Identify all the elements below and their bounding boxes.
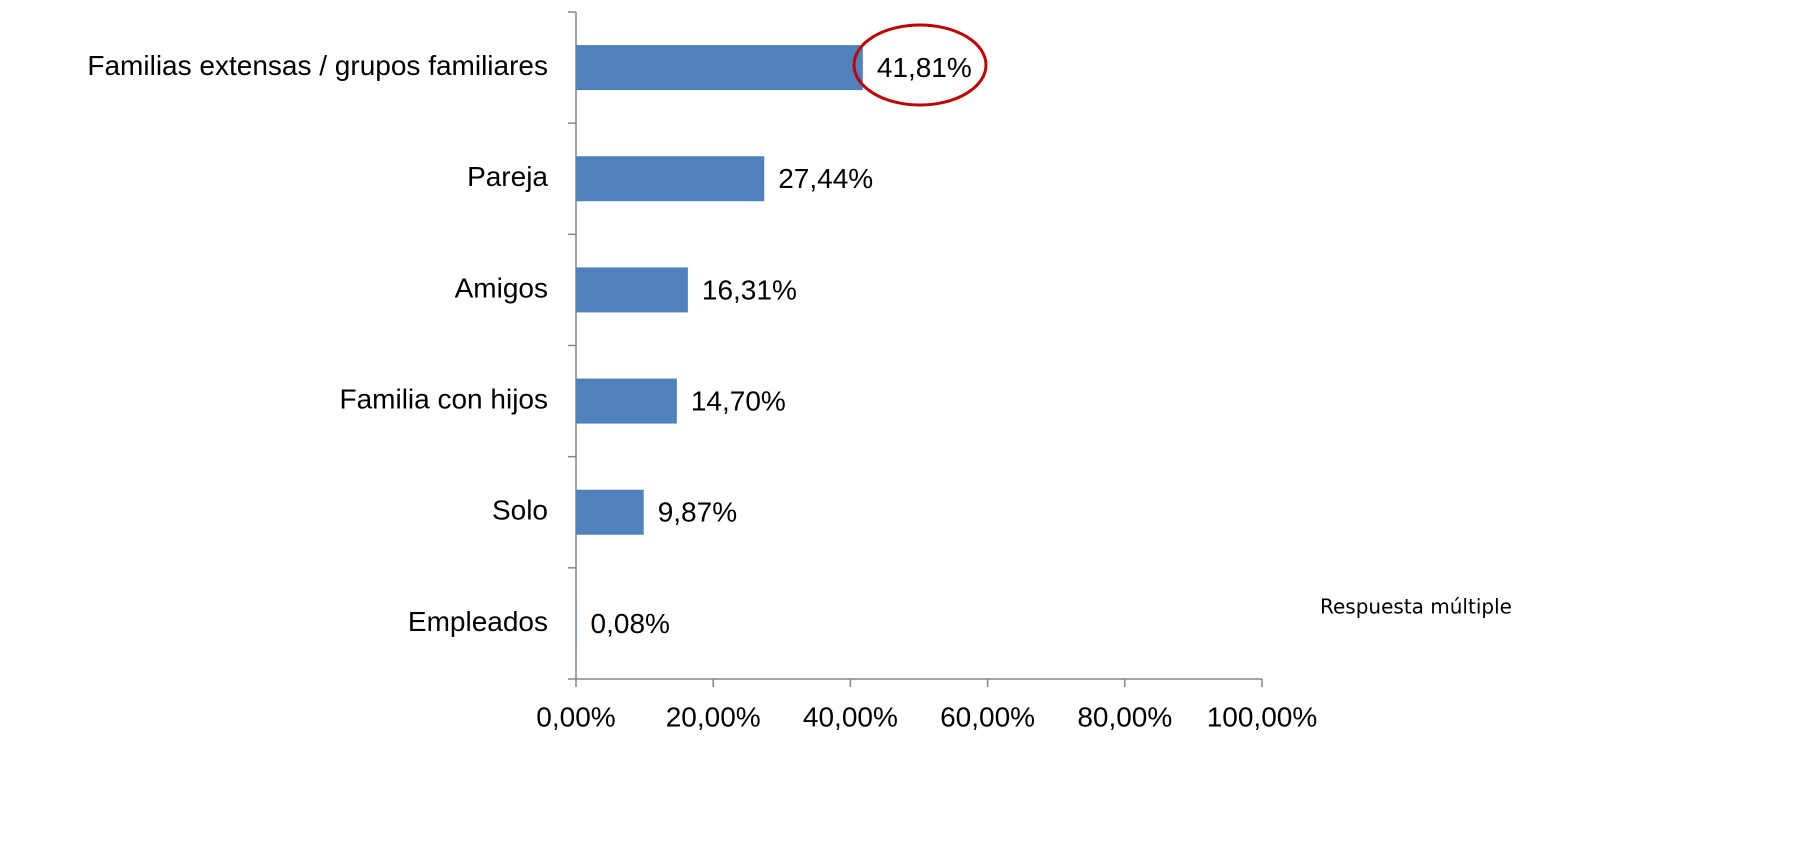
bar (576, 156, 765, 202)
bar (576, 378, 677, 424)
y-tick-label: Solo (492, 495, 548, 526)
bar (576, 45, 863, 91)
y-tick-label: Familia con hijos (339, 383, 548, 414)
bar (576, 600, 577, 646)
x-tick-label: 20,00% (666, 701, 761, 732)
value-label: 16,31% (702, 274, 797, 305)
x-tick-label: 100,00% (1207, 701, 1318, 732)
y-tick-label: Amigos (455, 272, 548, 303)
y-tick-label: Pareja (467, 161, 548, 192)
y-tick-label: Empleados (408, 606, 548, 637)
x-tick-label: 0,00% (536, 701, 615, 732)
value-label: 9,87% (658, 497, 737, 528)
value-label: 0,08% (591, 608, 670, 639)
x-tick-label: 40,00% (803, 701, 898, 732)
bar (576, 267, 688, 313)
x-tick-label: 80,00% (1077, 701, 1172, 732)
value-label: 14,70% (691, 385, 786, 416)
x-tick-label: 60,00% (940, 701, 1035, 732)
y-tick-label: Familias extensas / grupos familiares (87, 50, 548, 81)
note: Respuesta múltiple (1320, 595, 1512, 619)
bar (576, 489, 644, 535)
value-label: 27,44% (778, 163, 873, 194)
highlight-circle (852, 23, 988, 107)
value-label: 41,81% (877, 52, 972, 83)
